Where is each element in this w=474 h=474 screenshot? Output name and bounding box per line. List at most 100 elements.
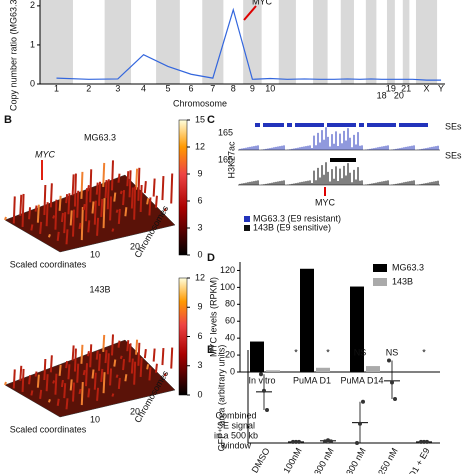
surface-peak (111, 228, 115, 232)
surface-peak (117, 377, 121, 390)
surface-peak (80, 207, 84, 241)
se-block (327, 123, 335, 127)
se-block (367, 123, 375, 127)
surface-peak (100, 368, 104, 383)
legend-label: 143B (E9 sensitive) (253, 222, 331, 232)
surface-peak (130, 187, 134, 209)
surface-peak (135, 339, 139, 355)
surface-peak (124, 207, 128, 217)
surface-peak (109, 196, 113, 221)
colorbar-tick-label: 0 (197, 249, 202, 259)
chromosome-label: X (424, 83, 430, 93)
surface-peak (104, 180, 108, 199)
surface-peak (146, 198, 150, 205)
surface-peak (71, 345, 75, 361)
surface-peak (72, 382, 75, 402)
colorbar-tick-label: 12 (195, 272, 205, 282)
surface-tick: 10 (90, 249, 100, 259)
x-tick-label: I 250 nM (374, 446, 400, 474)
chromosome-label: 6 (189, 83, 194, 93)
surface-peak (89, 344, 93, 368)
surface-peak (85, 188, 88, 222)
dot (355, 441, 359, 445)
dot (323, 439, 327, 444)
colorbar-tick-label: 6 (197, 331, 202, 341)
se-block (375, 123, 386, 127)
surface-peak (122, 358, 126, 371)
panel-label: D (207, 252, 215, 264)
annotation: MYC (35, 149, 56, 159)
surface-peak (30, 224, 34, 231)
surface-peak (54, 199, 58, 230)
surface-peak (113, 359, 117, 367)
surface-peak (49, 355, 53, 373)
surface-peak (34, 371, 38, 377)
dot (358, 421, 362, 426)
chromosome-label: 5 (165, 83, 170, 93)
y-tick-label: 20 (225, 349, 235, 359)
surface-peak (69, 210, 73, 226)
se-block (407, 123, 415, 127)
dot (294, 439, 298, 444)
surface-peak (19, 365, 23, 381)
surface-peak (87, 388, 91, 398)
colorbar-tick-label: 9 (197, 168, 202, 178)
surface-peak (45, 202, 49, 227)
track-label: SEs (445, 121, 462, 131)
surface-peak (122, 189, 126, 206)
surface-peak (39, 389, 43, 399)
bar (266, 370, 280, 372)
bar (300, 268, 314, 372)
se-block (287, 123, 292, 127)
surface-peak (148, 197, 152, 216)
surface-peak (78, 388, 82, 395)
chromosome-label: Y (438, 83, 444, 93)
surface-peak (73, 348, 77, 372)
surface-peak (80, 344, 84, 364)
dot (297, 439, 301, 444)
chromosome-label: 7 (210, 83, 215, 93)
bar (316, 367, 330, 372)
legend-swatch (244, 225, 250, 231)
x-tick-label: DMSO (250, 446, 272, 474)
se-block (335, 123, 343, 127)
surface-peak (104, 350, 108, 364)
surface-peak (95, 182, 99, 195)
track-signal (239, 127, 439, 150)
surface-peak (161, 347, 165, 366)
surface-peak (100, 198, 104, 218)
chromosome-band (156, 0, 180, 84)
surface-peak (21, 193, 25, 227)
dot (387, 358, 391, 363)
x-tick-label: 3 300 nM (340, 446, 367, 474)
surface-peak (67, 193, 71, 215)
se-block (415, 123, 426, 127)
surface-peak (43, 358, 47, 381)
chromosome-label: 1 (54, 83, 59, 93)
surface-peak (73, 173, 77, 207)
legend-swatch (373, 278, 387, 286)
surface-peak (21, 368, 25, 392)
y-axis-label: GFP⁺ area (arbitrary units) (216, 345, 226, 452)
copy-number-line (56, 7, 442, 81)
surface-peak (91, 369, 95, 379)
surface-peak (72, 209, 75, 237)
chromosome-band (415, 0, 438, 84)
chromosome-band (202, 0, 224, 84)
surface-peak (115, 209, 119, 214)
surface-peak (86, 350, 90, 357)
chromosome-label: 21 (401, 83, 411, 93)
y-tick-label: 2 (30, 0, 35, 10)
surface-peak (47, 399, 51, 403)
surface-peak (85, 363, 88, 387)
se-block (271, 123, 282, 127)
surface-peak (91, 201, 95, 214)
surface-peak (54, 373, 58, 395)
surface-peak (111, 160, 114, 191)
chromosome-label: 8 (231, 83, 236, 93)
dot (265, 408, 269, 412)
surface-peak (69, 379, 73, 391)
significance: * (422, 347, 426, 357)
surface-peak (4, 216, 7, 221)
dot (326, 438, 330, 443)
